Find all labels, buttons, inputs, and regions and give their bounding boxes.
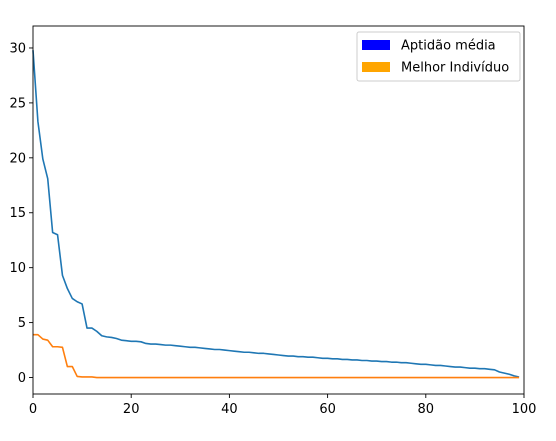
y-tick-label: 0 (18, 371, 26, 386)
y-tick-label: 25 (9, 96, 26, 111)
y-tick-label: 5 (18, 316, 26, 331)
axes (32, 25, 525, 395)
x-tick-label: 100 (512, 402, 537, 417)
x-tick-label: 40 (221, 402, 238, 417)
y-tick-label: 30 (9, 41, 26, 56)
series-lines (32, 50, 520, 379)
series-line-1 (33, 333, 520, 379)
legend-label-0: Aptidão média (401, 39, 496, 54)
plot-frame (32, 25, 525, 395)
axis-ticks: 0 20 40 60 80 100 0 5 10 15 20 25 30 (9, 41, 536, 417)
legend-swatch-0 (362, 40, 390, 50)
x-tick-label: 20 (123, 402, 140, 417)
series-line-0 (32, 50, 520, 378)
x-tick-label: 80 (418, 402, 435, 417)
legend-swatch-1 (362, 62, 390, 72)
y-tick-label: 20 (9, 151, 26, 166)
x-tick-label: 0 (29, 402, 37, 417)
legend-box (356, 31, 521, 82)
x-tick-label: 60 (319, 402, 336, 417)
y-tick-label: 15 (9, 206, 26, 221)
legend: Aptidão média Melhor Indivíduo (356, 31, 521, 82)
y-tick-label: 10 (9, 261, 26, 276)
legend-label-1: Melhor Indivíduo (401, 61, 509, 76)
